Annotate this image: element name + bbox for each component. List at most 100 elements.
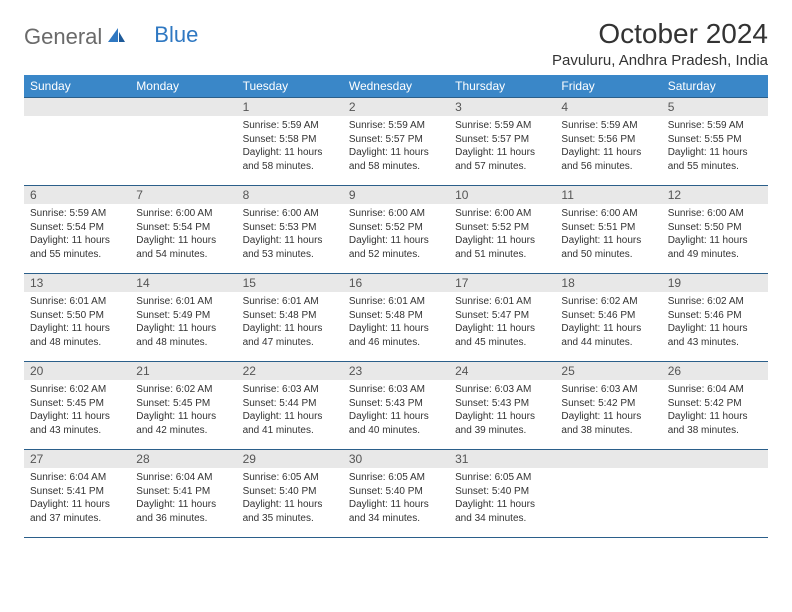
day-cell: 8Sunrise: 6:00 AMSunset: 5:53 PMDaylight… <box>237 186 343 274</box>
daylight-text: Daylight: 11 hours and 41 minutes. <box>243 410 337 437</box>
day-number: 5 <box>662 98 768 116</box>
day-cell: 17Sunrise: 6:01 AMSunset: 5:47 PMDayligh… <box>449 274 555 362</box>
day-number: 8 <box>237 186 343 204</box>
week-row: 27Sunrise: 6:04 AMSunset: 5:41 PMDayligh… <box>24 450 768 538</box>
day-content: Sunrise: 6:02 AMSunset: 5:46 PMDaylight:… <box>555 292 661 353</box>
daylight-text: Daylight: 11 hours and 44 minutes. <box>561 322 655 349</box>
sunrise-text: Sunrise: 6:00 AM <box>668 207 762 221</box>
daylight-text: Daylight: 11 hours and 53 minutes. <box>243 234 337 261</box>
day-cell: 18Sunrise: 6:02 AMSunset: 5:46 PMDayligh… <box>555 274 661 362</box>
day-content: Sunrise: 6:03 AMSunset: 5:43 PMDaylight:… <box>343 380 449 441</box>
day-content: Sunrise: 5:59 AMSunset: 5:57 PMDaylight:… <box>343 116 449 177</box>
daylight-text: Daylight: 11 hours and 55 minutes. <box>668 146 762 173</box>
day-content: Sunrise: 6:03 AMSunset: 5:43 PMDaylight:… <box>449 380 555 441</box>
day-number: 14 <box>130 274 236 292</box>
day-number: 19 <box>662 274 768 292</box>
day-number: 13 <box>24 274 130 292</box>
sunset-text: Sunset: 5:43 PM <box>455 397 549 411</box>
day-number: 9 <box>343 186 449 204</box>
daylight-text: Daylight: 11 hours and 56 minutes. <box>561 146 655 173</box>
sunset-text: Sunset: 5:48 PM <box>243 309 337 323</box>
month-title: October 2024 <box>552 18 768 50</box>
sunrise-text: Sunrise: 5:59 AM <box>668 119 762 133</box>
day-header: Wednesday <box>343 75 449 98</box>
sunset-text: Sunset: 5:42 PM <box>668 397 762 411</box>
sunrise-text: Sunrise: 6:00 AM <box>455 207 549 221</box>
daylight-text: Daylight: 11 hours and 35 minutes. <box>243 498 337 525</box>
day-cell: 31Sunrise: 6:05 AMSunset: 5:40 PMDayligh… <box>449 450 555 538</box>
sunset-text: Sunset: 5:45 PM <box>30 397 124 411</box>
sunrise-text: Sunrise: 6:00 AM <box>349 207 443 221</box>
sunset-text: Sunset: 5:43 PM <box>349 397 443 411</box>
day-cell: 22Sunrise: 6:03 AMSunset: 5:44 PMDayligh… <box>237 362 343 450</box>
sunset-text: Sunset: 5:40 PM <box>455 485 549 499</box>
sunrise-text: Sunrise: 6:02 AM <box>668 295 762 309</box>
daylight-text: Daylight: 11 hours and 45 minutes. <box>455 322 549 349</box>
day-number: 21 <box>130 362 236 380</box>
daylight-text: Daylight: 11 hours and 38 minutes. <box>668 410 762 437</box>
sunset-text: Sunset: 5:52 PM <box>349 221 443 235</box>
sunset-text: Sunset: 5:46 PM <box>561 309 655 323</box>
sunrise-text: Sunrise: 5:59 AM <box>455 119 549 133</box>
daylight-text: Daylight: 11 hours and 50 minutes. <box>561 234 655 261</box>
sunrise-text: Sunrise: 6:01 AM <box>455 295 549 309</box>
day-number: 15 <box>237 274 343 292</box>
sunset-text: Sunset: 5:41 PM <box>136 485 230 499</box>
sail-icon <box>106 24 126 50</box>
day-number <box>130 98 236 116</box>
sunrise-text: Sunrise: 6:03 AM <box>561 383 655 397</box>
sunset-text: Sunset: 5:56 PM <box>561 133 655 147</box>
sunrise-text: Sunrise: 6:05 AM <box>455 471 549 485</box>
day-number: 26 <box>662 362 768 380</box>
day-cell: 20Sunrise: 6:02 AMSunset: 5:45 PMDayligh… <box>24 362 130 450</box>
day-cell: 3Sunrise: 5:59 AMSunset: 5:57 PMDaylight… <box>449 98 555 186</box>
day-number: 12 <box>662 186 768 204</box>
sunset-text: Sunset: 5:41 PM <box>30 485 124 499</box>
sunset-text: Sunset: 5:52 PM <box>455 221 549 235</box>
header: General Blue October 2024 Pavuluru, Andh… <box>24 18 768 69</box>
day-number: 3 <box>449 98 555 116</box>
day-content: Sunrise: 6:02 AMSunset: 5:45 PMDaylight:… <box>24 380 130 441</box>
sunrise-text: Sunrise: 6:05 AM <box>243 471 337 485</box>
sunset-text: Sunset: 5:47 PM <box>455 309 549 323</box>
sunset-text: Sunset: 5:40 PM <box>349 485 443 499</box>
day-content: Sunrise: 6:00 AMSunset: 5:53 PMDaylight:… <box>237 204 343 265</box>
day-content: Sunrise: 6:04 AMSunset: 5:41 PMDaylight:… <box>130 468 236 529</box>
day-cell: 19Sunrise: 6:02 AMSunset: 5:46 PMDayligh… <box>662 274 768 362</box>
day-cell: 26Sunrise: 6:04 AMSunset: 5:42 PMDayligh… <box>662 362 768 450</box>
sunset-text: Sunset: 5:45 PM <box>136 397 230 411</box>
day-content: Sunrise: 6:00 AMSunset: 5:51 PMDaylight:… <box>555 204 661 265</box>
daylight-text: Daylight: 11 hours and 49 minutes. <box>668 234 762 261</box>
week-row: 1Sunrise: 5:59 AMSunset: 5:58 PMDaylight… <box>24 98 768 186</box>
day-cell: 29Sunrise: 6:05 AMSunset: 5:40 PMDayligh… <box>237 450 343 538</box>
day-content: Sunrise: 6:03 AMSunset: 5:42 PMDaylight:… <box>555 380 661 441</box>
sunset-text: Sunset: 5:58 PM <box>243 133 337 147</box>
daylight-text: Daylight: 11 hours and 43 minutes. <box>30 410 124 437</box>
daylight-text: Daylight: 11 hours and 42 minutes. <box>136 410 230 437</box>
sunrise-text: Sunrise: 6:03 AM <box>349 383 443 397</box>
day-content: Sunrise: 6:00 AMSunset: 5:52 PMDaylight:… <box>343 204 449 265</box>
day-cell: 25Sunrise: 6:03 AMSunset: 5:42 PMDayligh… <box>555 362 661 450</box>
day-cell: 5Sunrise: 5:59 AMSunset: 5:55 PMDaylight… <box>662 98 768 186</box>
day-number: 22 <box>237 362 343 380</box>
day-number: 30 <box>343 450 449 468</box>
day-number: 18 <box>555 274 661 292</box>
day-content: Sunrise: 5:59 AMSunset: 5:55 PMDaylight:… <box>662 116 768 177</box>
day-number: 4 <box>555 98 661 116</box>
day-content: Sunrise: 6:02 AMSunset: 5:45 PMDaylight:… <box>130 380 236 441</box>
daylight-text: Daylight: 11 hours and 47 minutes. <box>243 322 337 349</box>
sunset-text: Sunset: 5:53 PM <box>243 221 337 235</box>
sunset-text: Sunset: 5:42 PM <box>561 397 655 411</box>
day-cell: 24Sunrise: 6:03 AMSunset: 5:43 PMDayligh… <box>449 362 555 450</box>
sunrise-text: Sunrise: 6:02 AM <box>136 383 230 397</box>
sunset-text: Sunset: 5:57 PM <box>349 133 443 147</box>
day-content: Sunrise: 6:04 AMSunset: 5:42 PMDaylight:… <box>662 380 768 441</box>
day-content: Sunrise: 6:04 AMSunset: 5:41 PMDaylight:… <box>24 468 130 529</box>
daylight-text: Daylight: 11 hours and 34 minutes. <box>455 498 549 525</box>
daylight-text: Daylight: 11 hours and 58 minutes. <box>349 146 443 173</box>
day-cell: 13Sunrise: 6:01 AMSunset: 5:50 PMDayligh… <box>24 274 130 362</box>
sunset-text: Sunset: 5:50 PM <box>668 221 762 235</box>
day-number: 23 <box>343 362 449 380</box>
day-cell <box>130 98 236 186</box>
day-content: Sunrise: 6:01 AMSunset: 5:47 PMDaylight:… <box>449 292 555 353</box>
